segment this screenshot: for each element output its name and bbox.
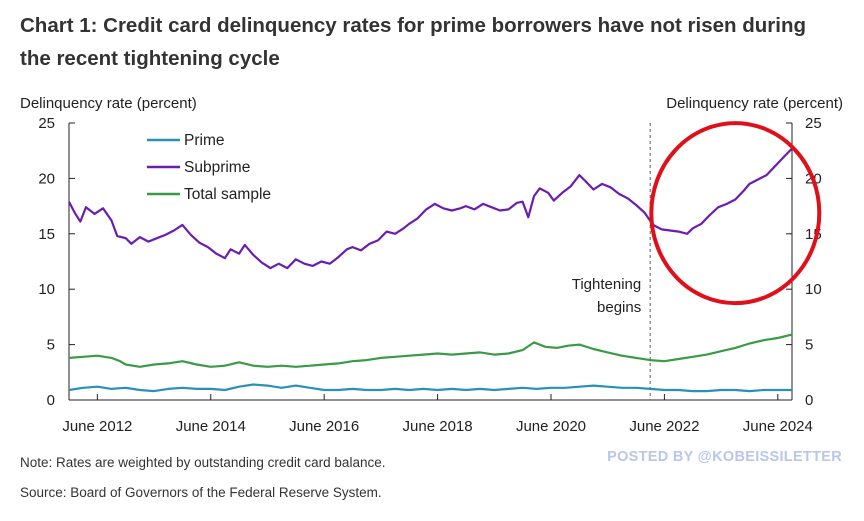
legend: Prime Subprime Total sample (147, 132, 271, 203)
legend-label: Total sample (184, 186, 271, 203)
y-tick-label-left: 0 (47, 392, 55, 409)
y-tick-label-left: 10 (38, 281, 55, 298)
series-total-sample-line (68, 333, 793, 368)
y-tick-label-right: 10 (805, 281, 822, 298)
chart-title: Chart 1: Credit card delinquency rates f… (20, 14, 807, 70)
tightening-annotation-line1: Tightening (572, 276, 642, 293)
y-tick-label-right: 25 (805, 115, 822, 132)
legend-label: Subprime (184, 159, 250, 176)
chart-note: Note: Rates are weighted by outstanding … (20, 455, 386, 470)
x-tick-label: June 2014 (176, 418, 246, 435)
x-tick-label: June 2016 (289, 418, 359, 435)
tightening-annotation-line2: begins (597, 299, 641, 316)
x-tick-label: June 2022 (629, 418, 699, 435)
x-tick-label: June 2024 (743, 418, 813, 435)
y-tick-label-right: 5 (805, 337, 813, 354)
y-tick-label-left: 25 (38, 115, 55, 132)
series-subprime-line (68, 147, 793, 270)
highlight-circle (649, 121, 822, 306)
y-axis-title-left: Delinquency rate (percent) (20, 95, 197, 112)
x-tick-label: June 2018 (403, 418, 473, 435)
chart-source: Source: Board of Governors of the Federa… (20, 485, 382, 500)
y-axis-title-right: Delinquency rate (percent) (666, 95, 843, 112)
x-tick-label: June 2020 (516, 418, 586, 435)
y-tick-label-left: 5 (47, 337, 55, 354)
y-tick-label-left: 15 (38, 226, 55, 243)
y-tick-label-right: 0 (805, 392, 813, 409)
series-prime-line (68, 383, 792, 393)
x-tick-label: June 2012 (62, 418, 132, 435)
watermark: POSTED BY @KOBEISSILETTER (607, 449, 842, 465)
legend-label: Prime (184, 132, 224, 149)
y-tick-label-left: 20 (38, 170, 55, 187)
